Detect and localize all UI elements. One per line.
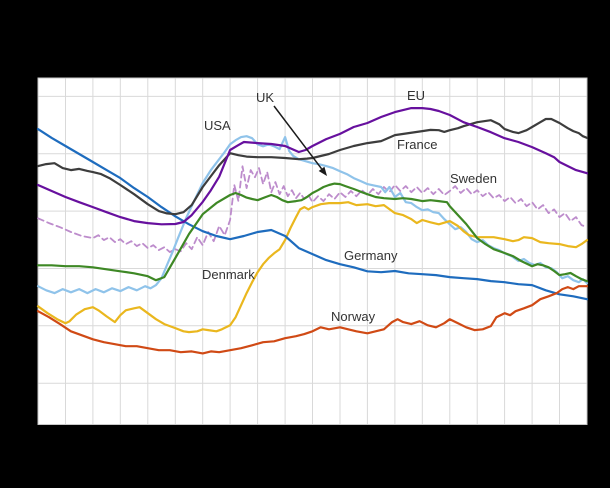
label-germany: Germany (344, 248, 398, 263)
series-germany-line (36, 128, 589, 301)
series-norway-line (36, 285, 589, 355)
plot-border (37, 77, 588, 425)
label-usa: USA (204, 118, 231, 133)
series-eu-line (36, 107, 589, 226)
uk-annotation-arrowhead (318, 166, 327, 176)
label-sweden: Sweden (450, 171, 497, 186)
series-sweden-line (37, 165, 588, 253)
series-denmark-line (36, 201, 589, 334)
uk-annotation-arrow (273, 105, 323, 170)
label-eu: EU (407, 88, 426, 103)
label-norway: Norway (331, 309, 376, 324)
label-uk: UK (256, 90, 275, 105)
series-uk-line (36, 182, 589, 283)
label-denmark: Denmark (202, 267, 255, 282)
series-france-line (36, 117, 589, 216)
label-france: France (397, 137, 438, 152)
